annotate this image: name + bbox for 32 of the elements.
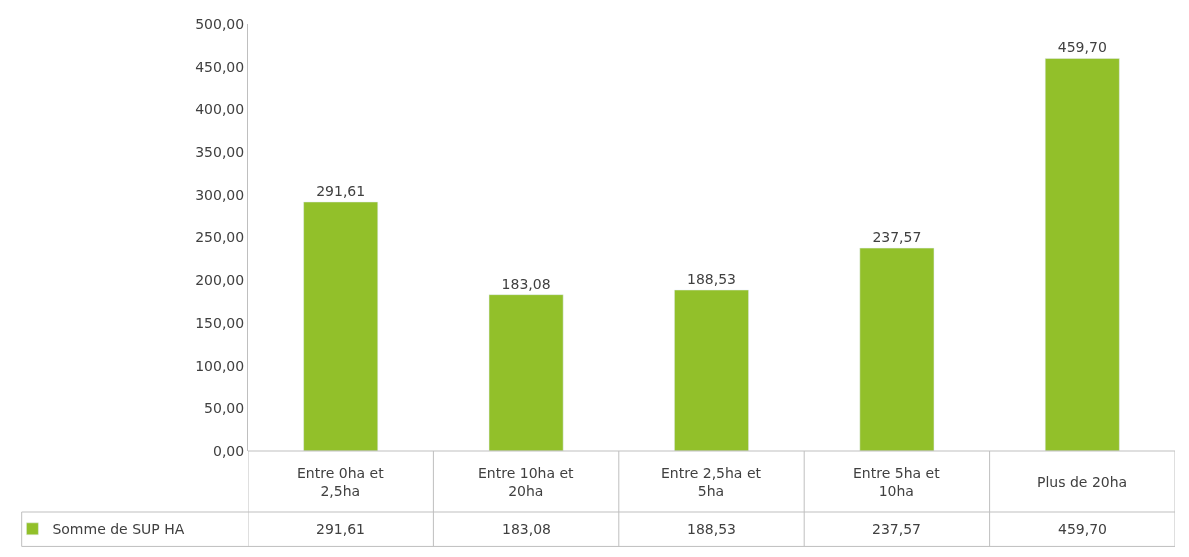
y-tick-label: 250,00	[195, 229, 245, 246]
data-label: 237,57	[872, 521, 921, 537]
x-tick-label: Entre 5ha et 10ha	[853, 465, 941, 500]
y-tick-label: 400,00	[195, 101, 245, 118]
bar	[1044, 58, 1120, 451]
data-label: 291,61	[316, 521, 365, 537]
y-tick-label: 200,00	[195, 272, 245, 289]
x-tick-label: Plus de 20ha	[1037, 474, 1128, 490]
bar	[859, 247, 935, 451]
text: 291,61	[316, 182, 366, 199]
y-tick-label: 350,00	[195, 144, 245, 160]
text: 237,57	[872, 229, 922, 246]
y-tick-label: 0,00	[213, 442, 245, 459]
legend-label: Somme de SUP HA	[52, 521, 185, 538]
x-tick-label: Entre 0ha et 2,5ha	[297, 465, 385, 500]
text: 459,70	[1057, 39, 1107, 56]
x-tick-label: Entre 2,5ha et 5ha	[661, 465, 762, 500]
y-tick-label: 500,00	[195, 15, 245, 32]
text: 183,08	[501, 275, 551, 292]
x-tick-label: Entre 10ha et 20ha	[478, 465, 575, 500]
y-tick-label: 150,00	[195, 314, 245, 331]
bar	[674, 289, 749, 451]
data-label: 188,53	[687, 521, 736, 537]
bar	[303, 201, 379, 451]
y-tick-label: 50,00	[204, 400, 245, 417]
data-label: 459,70	[1058, 521, 1107, 537]
data-label: 183,08	[502, 521, 551, 537]
text: 188,53	[687, 271, 736, 287]
y-tick-label: 450,00	[195, 58, 245, 75]
y-tick-label: 100,00	[195, 357, 245, 374]
y-tick-label: 300,00	[195, 186, 245, 203]
bar	[488, 294, 564, 451]
